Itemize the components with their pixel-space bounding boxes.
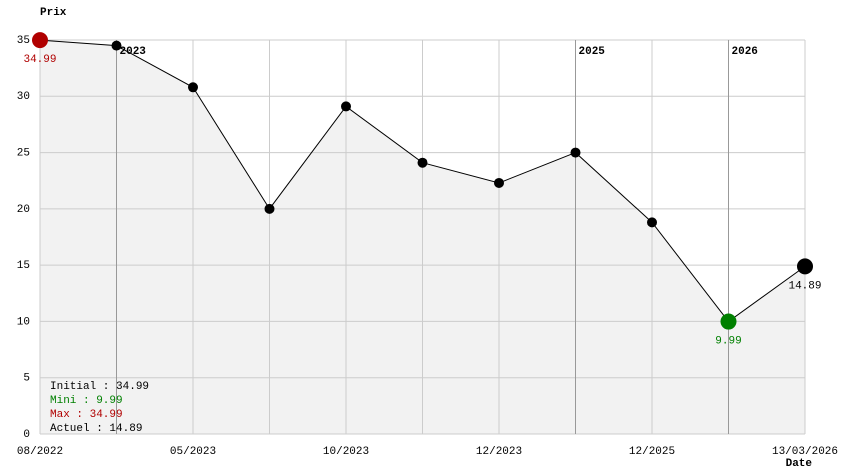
x-tick-label: 08/2022 [17, 446, 63, 458]
x-tick-label: 05/2023 [170, 446, 216, 458]
value-label: 9.99 [715, 335, 741, 347]
y-tick-label: 25 [17, 147, 30, 159]
price-point [647, 217, 657, 228]
x-axis-label: Date [786, 458, 813, 470]
y-tick-label: 35 [17, 35, 30, 47]
summary-line: Max : 34.99 [50, 409, 123, 421]
price-point [720, 313, 737, 330]
price-point [797, 258, 813, 275]
price-point [494, 177, 504, 188]
y-tick-label: 15 [17, 260, 30, 272]
value-label: 14.89 [788, 280, 821, 292]
price-point [32, 32, 48, 49]
year-marker: 2026 [732, 46, 758, 58]
summary-line: Actuel : 14.89 [50, 423, 142, 435]
price-point [417, 157, 428, 168]
x-tick-label: 13/03/2026 [772, 446, 838, 458]
year-marker: 2023 [120, 46, 147, 58]
summary-line: Initial : 34.99 [50, 381, 149, 393]
y-axis-label: Prix [40, 7, 67, 19]
y-tick-label: 30 [17, 91, 30, 103]
value-label: 34.99 [23, 54, 56, 66]
price-point [111, 40, 122, 51]
year-marker: 2025 [579, 46, 606, 58]
price-point [188, 82, 198, 93]
x-tick-label: 12/2025 [629, 446, 675, 458]
y-tick-label: 10 [17, 316, 30, 328]
summary-line: Mini : 9.99 [50, 395, 123, 407]
x-tick-label: 12/2023 [476, 446, 522, 458]
y-tick-label: 5 [23, 373, 30, 385]
y-tick-label: 0 [23, 429, 30, 441]
price-point [264, 203, 275, 214]
price-point [341, 101, 351, 112]
x-tick-label: 10/2023 [323, 446, 369, 458]
y-tick-label: 20 [17, 204, 30, 216]
price-point [570, 147, 581, 158]
